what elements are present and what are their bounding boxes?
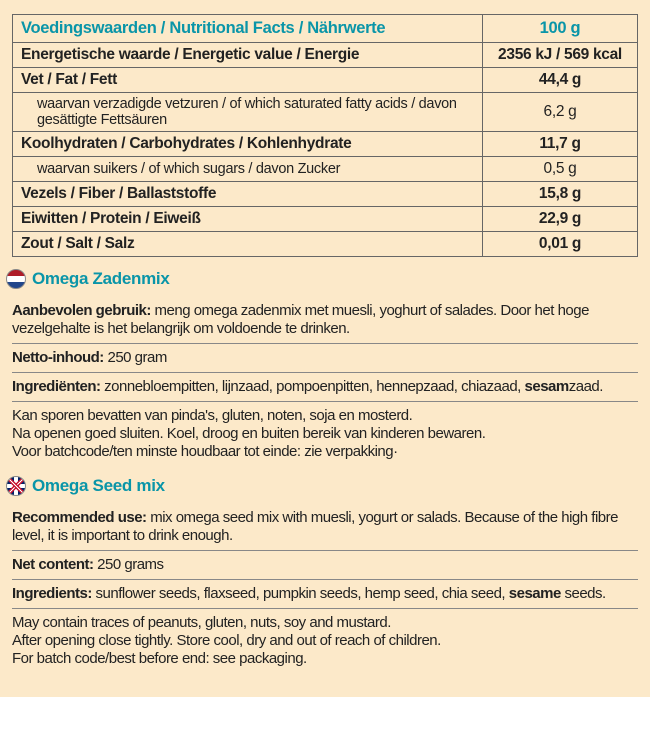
table-row: Koolhydraten / Carbohydrates / Kohlenhyd… [13, 132, 638, 157]
flag-uk-icon [6, 476, 26, 496]
dutch-usage: Aanbevolen gebruik: meng omega zadenmix … [12, 297, 638, 343]
row-label: waarvan suikers / of which sugars / davo… [13, 157, 483, 182]
row-value: 22,9 g [483, 207, 638, 232]
table-row: Vezels / Fiber / Ballaststoffe15,8 g [13, 182, 638, 207]
row-label: Vezels / Fiber / Ballaststoffe [13, 182, 483, 207]
table-row: waarvan verzadigde vetzuren / of which s… [13, 93, 638, 132]
nutritional-facts-table: Voedingswaarden / Nutritional Facts / Nä… [12, 14, 638, 257]
row-label: Energetische waarde / Energetic value / … [13, 43, 483, 68]
row-label: Vet / Fat / Fett [13, 68, 483, 93]
row-label: Zout / Salt / Salz [13, 232, 483, 257]
row-value: 0,01 g [483, 232, 638, 257]
english-usage: Recommended use: mix omega seed mix with… [12, 504, 638, 550]
table-row: Energetische waarde / Energetic value / … [13, 43, 638, 68]
english-section: Omega Seed mix Recommended use: mix omeg… [12, 476, 638, 673]
table-row: Vet / Fat / Fett44,4 g [13, 68, 638, 93]
dutch-notes: Kan sporen bevatten van pinda's, gluten,… [12, 401, 638, 466]
table-row: waarvan suikers / of which sugars / davo… [13, 157, 638, 182]
section-title-english: Omega Seed mix [32, 476, 165, 496]
row-value: 0,5 g [483, 157, 638, 182]
section-title-row: Omega Zadenmix [6, 269, 638, 289]
row-value: 15,8 g [483, 182, 638, 207]
header-amount: 100 g [483, 15, 638, 43]
row-label: Koolhydraten / Carbohydrates / Kohlenhyd… [13, 132, 483, 157]
dutch-net-content: Netto-inhoud: 250 gram [12, 343, 638, 372]
table-row: Eiwitten / Protein / Eiweiß22,9 g [13, 207, 638, 232]
label-panel: Voedingswaarden / Nutritional Facts / Nä… [0, 0, 650, 697]
row-label: waarvan verzadigde vetzuren / of which s… [13, 93, 483, 132]
table-header-row: Voedingswaarden / Nutritional Facts / Nä… [13, 15, 638, 43]
row-value: 11,7 g [483, 132, 638, 157]
table-row: Zout / Salt / Salz0,01 g [13, 232, 638, 257]
english-ingredients: Ingredients: sunflower seeds, flaxseed, … [12, 579, 638, 608]
english-net-content: Net content: 250 grams [12, 550, 638, 579]
section-title-dutch: Omega Zadenmix [32, 269, 170, 289]
flag-nl-icon [6, 269, 26, 289]
row-label: Eiwitten / Protein / Eiweiß [13, 207, 483, 232]
row-value: 44,4 g [483, 68, 638, 93]
row-value: 2356 kJ / 569 kcal [483, 43, 638, 68]
dutch-ingredients: Ingrediënten: zonnebloempitten, lijnzaad… [12, 372, 638, 401]
header-label: Voedingswaarden / Nutritional Facts / Nä… [13, 15, 483, 43]
row-value: 6,2 g [483, 93, 638, 132]
dutch-section: Omega Zadenmix Aanbevolen gebruik: meng … [12, 269, 638, 466]
section-title-row: Omega Seed mix [6, 476, 638, 496]
english-notes: May contain traces of peanuts, gluten, n… [12, 608, 638, 673]
